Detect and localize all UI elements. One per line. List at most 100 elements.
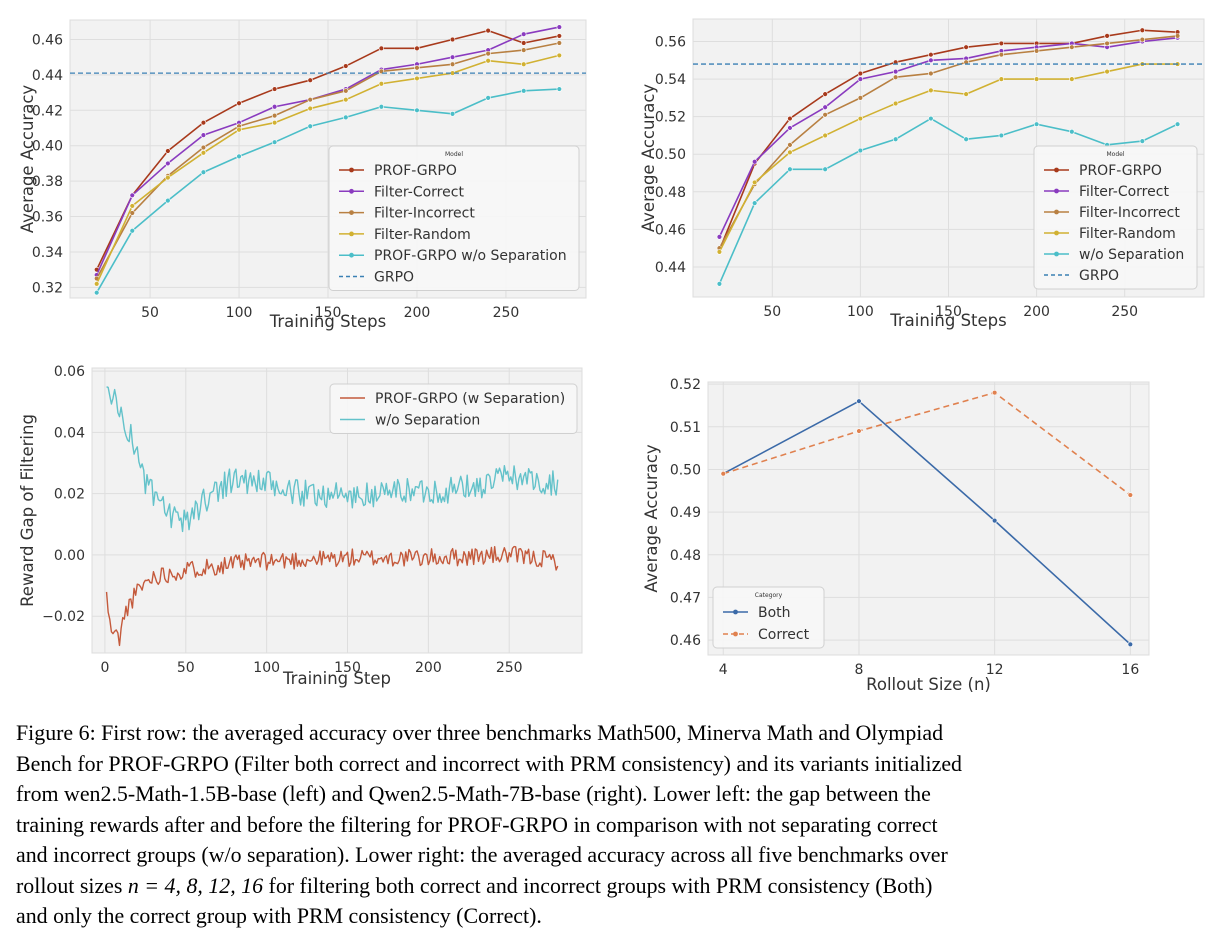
x-tick-label: 4 xyxy=(719,662,728,678)
series-line-prof-grpo-w-o-separation xyxy=(95,88,560,294)
y-tick-label: 0.47 xyxy=(670,590,701,606)
y-axis-label: Average Accuracy xyxy=(642,444,661,593)
data-point xyxy=(129,192,135,198)
legend-box xyxy=(329,383,578,434)
data-point xyxy=(556,52,563,59)
data-point xyxy=(343,114,349,121)
legend-label: PROF-GRPO xyxy=(1079,163,1162,179)
data-point xyxy=(93,281,100,287)
x-tick-label: 200 xyxy=(404,305,431,321)
data-point xyxy=(521,31,527,37)
y-tick-label: 0.49 xyxy=(670,505,701,521)
data-point xyxy=(271,104,278,110)
figure-charts: 50 100 150 200 250 0.32 0.34 0.36 0.38 0.40 0.42 0.… xyxy=(18,18,1205,694)
data-point xyxy=(991,389,998,396)
x-tick-label: 150 xyxy=(315,305,342,321)
series-line-filter-incorrect xyxy=(718,35,1178,249)
legend-label: PROF-GRPO w/o Separation xyxy=(374,248,567,264)
x-axis-label: Training Steps xyxy=(889,311,1007,330)
data-point xyxy=(892,136,899,142)
data-point xyxy=(822,166,828,172)
data-point xyxy=(378,104,385,110)
data-point xyxy=(521,47,527,53)
series-line-prof-grpo-w-separation- xyxy=(105,545,559,647)
y-tick-label: 0.46 xyxy=(655,222,686,238)
caption-line-4: training rewards after and before the fi… xyxy=(16,811,938,837)
legend-marker xyxy=(1054,167,1059,173)
y-tick-label: 0.44 xyxy=(32,68,63,84)
legend-label: Filter-Random xyxy=(374,227,471,243)
x-tick-label: 250 xyxy=(493,305,520,321)
data-point xyxy=(200,144,207,151)
data-point xyxy=(200,150,207,156)
y-tick-label: 0.50 xyxy=(670,462,701,478)
data-point xyxy=(928,57,934,64)
chart-panel-2: 50 100 150 200 250 0.44 0.46 0.48 0.50 0.52 0.54 0.… xyxy=(639,18,1205,330)
data-point xyxy=(857,95,864,101)
y-tick-label: 0.46 xyxy=(670,633,701,649)
legend-title: Model xyxy=(445,151,463,158)
data-point xyxy=(93,289,100,296)
y-tick-label: −0.02 xyxy=(42,609,85,625)
data-point xyxy=(1069,76,1075,82)
y-tick-label: 0.00 xyxy=(54,548,85,564)
series-line-w-o-separation xyxy=(106,386,559,533)
data-point xyxy=(963,44,969,50)
data-point xyxy=(892,68,899,75)
data-point xyxy=(307,77,313,83)
y-tick-label: 0.36 xyxy=(32,210,63,226)
data-point xyxy=(1127,492,1134,498)
data-point xyxy=(129,228,135,234)
data-point xyxy=(1139,138,1146,144)
data-point xyxy=(307,123,313,129)
data-point xyxy=(556,33,563,39)
data-point xyxy=(787,142,793,148)
caption-line-7: and only the correct group with PRM cons… xyxy=(16,903,542,928)
x-tick-label: 250 xyxy=(496,660,523,676)
data-point xyxy=(378,45,385,52)
legend-marker xyxy=(1054,230,1059,236)
data-point xyxy=(521,88,527,94)
data-point xyxy=(998,132,1005,139)
data-point xyxy=(165,197,171,204)
data-point xyxy=(343,63,349,69)
data-point xyxy=(449,36,456,43)
x-tick-label: 100 xyxy=(226,305,253,321)
legend-box xyxy=(328,145,580,291)
data-point xyxy=(236,153,242,160)
figure-caption: Figure 6: First row: the averaged accura… xyxy=(16,718,1206,932)
y-tick-label: 0.51 xyxy=(670,420,701,436)
legend-label: GRPO xyxy=(1079,268,1119,284)
data-point xyxy=(200,120,207,126)
data-point xyxy=(1069,129,1075,135)
data-point xyxy=(1127,641,1134,648)
x-tick-label: 8 xyxy=(854,662,863,678)
legend-marker xyxy=(1054,209,1059,215)
legend-label: w/o Separation xyxy=(1079,247,1184,263)
data-point xyxy=(414,45,420,52)
data-point xyxy=(165,160,171,167)
y-tick-label: 0.44 xyxy=(655,260,686,276)
data-point xyxy=(787,115,793,122)
data-point xyxy=(857,115,864,122)
data-point xyxy=(998,51,1005,58)
data-point xyxy=(857,70,864,77)
data-point xyxy=(751,200,758,206)
data-point xyxy=(414,107,420,114)
data-point xyxy=(1033,76,1040,82)
x-tick-label: 50 xyxy=(141,305,159,321)
legend-label: Filter-Correct xyxy=(374,184,464,200)
x-tick-label: 250 xyxy=(1111,304,1138,320)
legend-marker xyxy=(349,188,354,194)
data-point xyxy=(1139,27,1146,33)
data-point xyxy=(928,51,934,58)
caption-math-expression: n = 4, 8, 12, 16 xyxy=(127,872,264,898)
data-point xyxy=(378,81,385,87)
legend-label: PROF-GRPO (w Separation) xyxy=(375,391,565,407)
data-point xyxy=(998,40,1005,47)
plot-series xyxy=(105,386,559,647)
legend-label: Both xyxy=(758,605,791,621)
data-point xyxy=(1174,33,1181,39)
data-point xyxy=(485,58,491,64)
data-point xyxy=(343,88,349,94)
